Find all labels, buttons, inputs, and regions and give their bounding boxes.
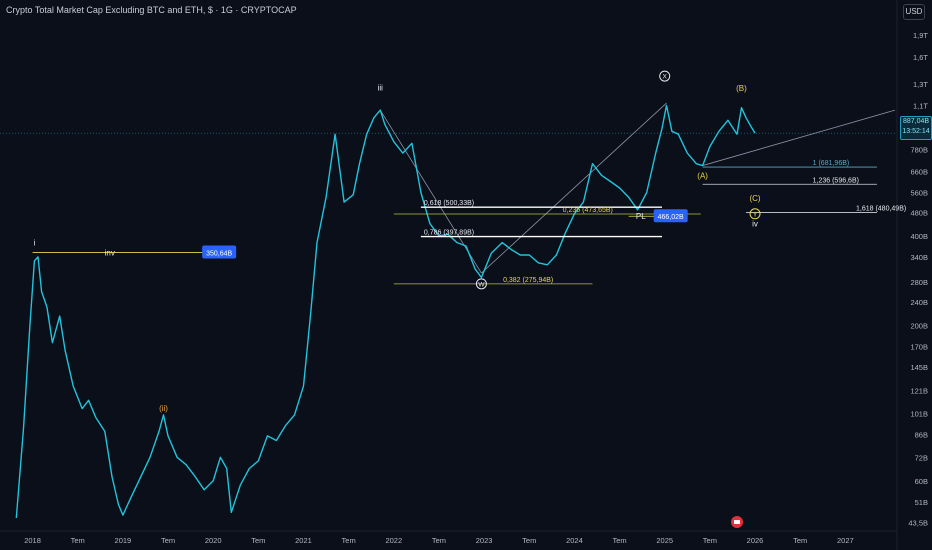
y-tick-label: 560B (910, 189, 928, 198)
wave-label: (B) (736, 84, 747, 93)
x-tick-label: 2020 (205, 536, 222, 545)
wave-label: Y (753, 211, 758, 218)
x-tick-label: Tem (251, 536, 265, 545)
wave-label: (C) (749, 194, 760, 203)
y-tick-label: 200B (910, 321, 928, 330)
y-tick-label: 145B (910, 363, 928, 372)
y-tick-label: 101B (910, 410, 928, 419)
x-tick-label: 2023 (476, 536, 493, 545)
level-label: PL (636, 212, 646, 221)
x-tick-label: Tem (71, 536, 85, 545)
y-tick-label: 43,5B (908, 518, 928, 527)
level-label: 0,786 (397,89B) (424, 230, 474, 237)
x-tick-label: 2018 (24, 536, 41, 545)
x-tick-label: 2027 (837, 536, 854, 545)
wave-label: iv (752, 220, 758, 229)
level-label: 1,618 (480,49B) (856, 205, 906, 212)
x-tick-label: Tem (612, 536, 626, 545)
y-tick-label: 72B (915, 453, 928, 462)
y-tick-label: 240B (910, 298, 928, 307)
level-label: inv (105, 248, 115, 257)
current-price-badge: 887,04B 13:52:14 (900, 116, 932, 140)
y-tick-label: 121B (910, 386, 928, 395)
x-tick-label: Tem (161, 536, 175, 545)
level-label: 1,236 (596,6B) (813, 177, 859, 184)
level-label: 0,236 (473,65B) (563, 207, 613, 214)
y-tick-label: 51B (915, 498, 928, 507)
price-series-line (15, 104, 756, 519)
y-tick-label: 86B (915, 430, 928, 439)
currency-button[interactable]: USD (903, 4, 925, 20)
y-tick-label: 280B (910, 278, 928, 287)
x-tick-label: Tem (432, 536, 446, 545)
level-badge (653, 209, 688, 223)
y-tick-label: 1,1T (913, 101, 928, 110)
level-label: 1 (681,96B) (813, 160, 850, 167)
x-tick-label: Tem (342, 536, 356, 545)
y-tick-label: 660B (910, 167, 928, 176)
flag-icon[interactable] (731, 516, 743, 528)
wave-circle (749, 208, 761, 220)
wave-circle (475, 278, 487, 290)
x-tick-label: 2026 (747, 536, 764, 545)
x-tick-label: 2022 (385, 536, 402, 545)
x-tick-label: Tem (793, 536, 807, 545)
y-tick-label: 480B (910, 208, 928, 217)
y-tick-label: 170B (910, 342, 928, 351)
y-tick-label: 400B (910, 232, 928, 241)
level-badge (202, 245, 237, 259)
y-tick-label: 1,9T (913, 31, 928, 40)
wave-label: i (33, 238, 35, 247)
wave-label: (ii) (159, 404, 168, 413)
x-tick-label: 2021 (295, 536, 312, 545)
x-tick-label: 2025 (656, 536, 673, 545)
y-tick-label: 340B (910, 253, 928, 262)
chart-title: Crypto Total Market Cap Excluding BTC an… (6, 5, 297, 15)
current-price-value: 887,04B (902, 118, 930, 125)
x-tick-label: Tem (522, 536, 536, 545)
wave-label: iii (378, 83, 384, 92)
y-tick-label: 1,6T (913, 53, 928, 62)
wave-label: (A) (697, 171, 708, 180)
level-badge-text: 350,64B (206, 250, 232, 257)
y-tick-label: 60B (915, 477, 928, 486)
y-tick-label: 780B (910, 146, 928, 155)
x-tick-label: Tem (703, 536, 717, 545)
level-label: 0,618 (500,33B) (424, 200, 474, 207)
level-label: 0,382 (275,94B) (503, 277, 553, 284)
wave-label: X (663, 74, 668, 81)
wave-circle (659, 70, 671, 82)
wave-label: W (478, 281, 485, 288)
trend-line (702, 109, 896, 166)
bar-countdown: 13:52:14 (902, 128, 930, 135)
trend-line (481, 102, 667, 274)
y-tick-label: 1,3T (913, 80, 928, 89)
level-badge-text: 466,02B (658, 214, 684, 221)
x-tick-label: 2019 (115, 536, 132, 545)
x-tick-label: 2024 (566, 536, 583, 545)
